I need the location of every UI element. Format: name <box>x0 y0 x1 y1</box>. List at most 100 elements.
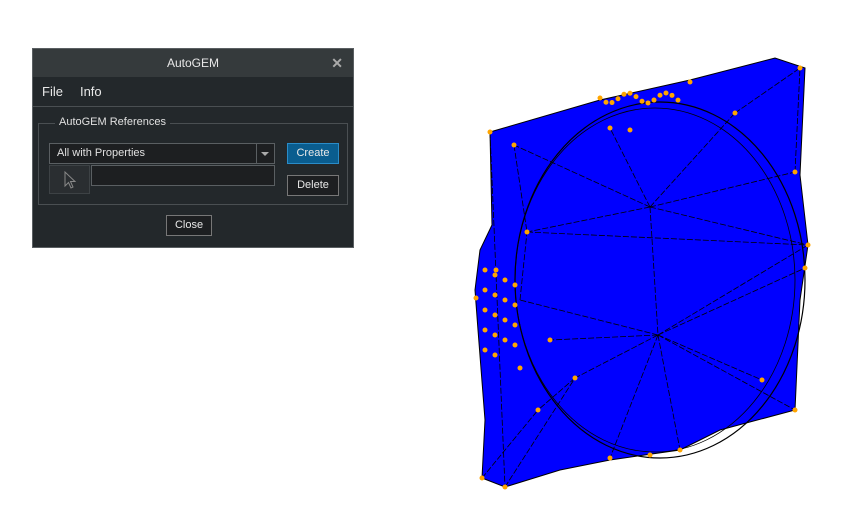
mesh-node <box>487 129 493 135</box>
group-label: AutoGEM References <box>55 116 170 128</box>
mesh-node <box>492 332 498 338</box>
mesh-node <box>621 91 627 97</box>
mesh-node <box>792 407 798 413</box>
mesh-node <box>482 307 488 313</box>
mesh-edge <box>513 144 651 208</box>
mesh-edge <box>574 334 659 379</box>
mesh-node <box>502 317 508 323</box>
mesh-node <box>512 282 518 288</box>
mesh-node <box>792 169 798 175</box>
mesh-node <box>492 292 498 298</box>
mesh-node <box>663 90 669 96</box>
mesh-node <box>524 229 530 235</box>
pick-button[interactable] <box>49 165 90 194</box>
mesh-node <box>607 455 613 461</box>
references-group: AutoGEM References All with Properties C… <box>38 116 348 205</box>
mesh-node <box>493 267 499 273</box>
mesh-edge <box>657 244 809 336</box>
mesh-node <box>603 99 609 105</box>
close-button[interactable]: Close <box>166 215 212 236</box>
mesh-node <box>482 267 488 273</box>
mesh-node <box>517 365 523 371</box>
mesh-node <box>502 337 508 343</box>
mesh-node <box>473 295 479 301</box>
menu-file[interactable]: File <box>42 84 63 99</box>
mesh-edge <box>649 206 659 336</box>
mesh-node <box>645 100 651 106</box>
mesh-node <box>572 375 578 381</box>
mesh-node <box>547 337 553 343</box>
menu-info[interactable]: Info <box>79 84 102 99</box>
mesh-node <box>669 92 675 98</box>
mesh-edge <box>549 334 659 341</box>
mesh-edge <box>657 334 681 451</box>
mesh-node <box>797 65 803 71</box>
mesh-node <box>597 95 603 101</box>
mesh-node <box>627 127 633 133</box>
mesh-edge <box>526 231 809 246</box>
mesh-node <box>633 94 639 100</box>
mesh-node <box>805 242 811 248</box>
mesh-node <box>512 322 518 328</box>
mesh-edge <box>649 206 809 246</box>
mesh-node <box>687 79 693 85</box>
chevron-down-icon[interactable] <box>256 144 274 163</box>
mesh-edge <box>649 112 736 208</box>
mesh-edge <box>489 131 506 488</box>
mesh-node <box>492 272 498 278</box>
mesh-edge <box>519 231 528 301</box>
mesh-node <box>615 96 621 102</box>
mesh-edge <box>504 377 576 488</box>
mesh-edge <box>537 377 576 411</box>
mesh-edge <box>794 67 801 173</box>
mesh-node <box>639 98 645 104</box>
dialog-title: AutoGEM <box>166 56 220 70</box>
mesh-node <box>802 265 808 271</box>
dialog-titlebar: AutoGEM ✕ <box>33 49 353 77</box>
mesh-node <box>482 287 488 293</box>
mesh-node <box>482 327 488 333</box>
delete-button[interactable]: Delete <box>287 175 339 196</box>
mesh-node <box>759 377 765 383</box>
mesh-node <box>482 347 488 353</box>
mesh-edge <box>734 67 801 114</box>
mesh-edge <box>649 171 796 208</box>
mesh-node <box>675 97 681 103</box>
autogem-dialog: AutoGEM ✕ File Info AutoGEM References A… <box>32 48 354 248</box>
mesh-node <box>535 407 541 413</box>
mesh-edge <box>609 334 659 459</box>
mesh-node <box>607 125 613 131</box>
filter-select[interactable]: All with Properties <box>49 143 275 164</box>
mesh-edge <box>657 334 763 381</box>
mesh-node <box>502 277 508 283</box>
mesh-node <box>647 452 653 458</box>
reference-input[interactable] <box>91 165 275 186</box>
mesh-node <box>502 484 508 490</box>
close-icon[interactable]: ✕ <box>331 55 343 71</box>
mesh-edge <box>609 127 651 208</box>
mesh-node <box>502 297 508 303</box>
mesh-node <box>511 142 517 148</box>
mesh-edge <box>513 144 528 233</box>
mesh-edge <box>526 206 651 233</box>
mesh-node <box>657 92 663 98</box>
mesh-edge <box>657 334 796 411</box>
mesh-node <box>651 97 657 103</box>
menu-bar: File Info <box>33 77 353 107</box>
mesh-node <box>512 342 518 348</box>
mesh-body <box>474 57 809 488</box>
mesh-circle-edge <box>514 107 796 453</box>
mesh-node <box>609 100 615 106</box>
mesh-node <box>512 302 518 308</box>
mesh-node <box>732 110 738 116</box>
mesh-node <box>677 447 683 453</box>
mesh-node <box>479 475 485 481</box>
create-button[interactable]: Create <box>287 143 339 164</box>
mesh-node <box>492 352 498 358</box>
mesh-node <box>492 312 498 318</box>
cursor-arrow-icon <box>64 170 77 189</box>
mesh-edge <box>481 409 539 479</box>
filter-select-value: All with Properties <box>57 147 146 159</box>
mesh-edge <box>657 267 806 336</box>
